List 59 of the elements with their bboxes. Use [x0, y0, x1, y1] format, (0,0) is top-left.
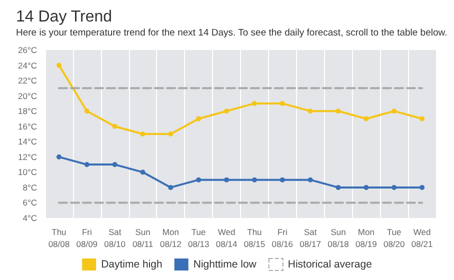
legend-label: Nighttime low — [193, 258, 257, 270]
point — [392, 184, 397, 190]
point — [392, 108, 397, 114]
x-tick-label: Wed 08/14 — [216, 227, 238, 249]
y-tick-label: 22°C — [18, 76, 37, 86]
point — [224, 177, 230, 182]
point — [84, 108, 90, 114]
point — [112, 162, 118, 168]
point — [420, 116, 425, 122]
y-tick-label: 6°C — [22, 198, 37, 208]
point — [140, 132, 146, 136]
point — [168, 184, 174, 190]
point — [364, 184, 369, 190]
point — [56, 62, 62, 68]
x-tick-label: Sat 08/17 — [300, 227, 322, 249]
point — [224, 108, 230, 114]
point — [364, 116, 369, 122]
point — [112, 124, 118, 129]
x-tick-label: Fri 08/09 — [76, 227, 98, 249]
point — [56, 154, 62, 160]
legend-label: Historical average — [288, 258, 372, 270]
point — [420, 184, 425, 190]
x-tick-label: Thu 08/15 — [244, 227, 266, 249]
y-tick-label: 18°C — [18, 106, 37, 116]
x-tick-label: Sun 08/11 — [132, 227, 154, 249]
y-tick-label: 14°C — [18, 136, 37, 147]
x-tick-label: Sat 08/10 — [104, 227, 126, 249]
point — [336, 108, 341, 114]
y-tick-label: 10°C — [18, 167, 37, 178]
point — [196, 177, 202, 182]
chart-title: 14 Day Trend — [16, 8, 112, 26]
x-tick-label: Wed 08/21 — [411, 227, 433, 249]
x-tick-label: Tue 08/20 — [383, 227, 406, 249]
point — [140, 170, 146, 175]
y-tick-label: 8°C — [22, 182, 37, 192]
x-tick-label: Tue 08/13 — [188, 227, 210, 249]
point — [252, 100, 257, 106]
y-tick-label: 24°C — [18, 60, 37, 70]
x-tick-label: Mon 08/19 — [356, 227, 378, 249]
y-tick-label: 20°C — [18, 90, 37, 101]
point — [280, 177, 285, 182]
y-tick-label: 4°C — [22, 213, 37, 223]
point — [196, 116, 202, 122]
point — [308, 108, 313, 114]
point — [84, 162, 90, 168]
chart-subtitle: Here is your temperature trend for the next 14 Days. To see the daily forecast, scroll to the table below. — [16, 28, 448, 38]
y-tick-label: 26°C — [18, 45, 37, 55]
x-tick-label: Thu 08/08 — [48, 227, 70, 249]
point — [168, 132, 174, 136]
legend-label: Daytime high — [101, 258, 163, 270]
point — [252, 177, 257, 182]
x-tick-label: Sun 08/18 — [328, 227, 350, 249]
point — [308, 177, 313, 182]
x-tick-label: Fri 08/16 — [272, 227, 294, 249]
point — [336, 184, 341, 190]
point — [280, 100, 285, 106]
y-tick-label: 12°C — [18, 152, 37, 162]
y-tick-label: 16°C — [18, 121, 37, 132]
x-tick-label: Mon 08/12 — [160, 227, 182, 249]
